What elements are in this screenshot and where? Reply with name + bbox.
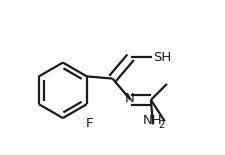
Text: 2: 2: [157, 120, 164, 130]
Text: SH: SH: [152, 51, 171, 64]
Text: N: N: [124, 92, 134, 105]
Text: F: F: [85, 117, 92, 130]
Text: NH: NH: [143, 114, 162, 127]
